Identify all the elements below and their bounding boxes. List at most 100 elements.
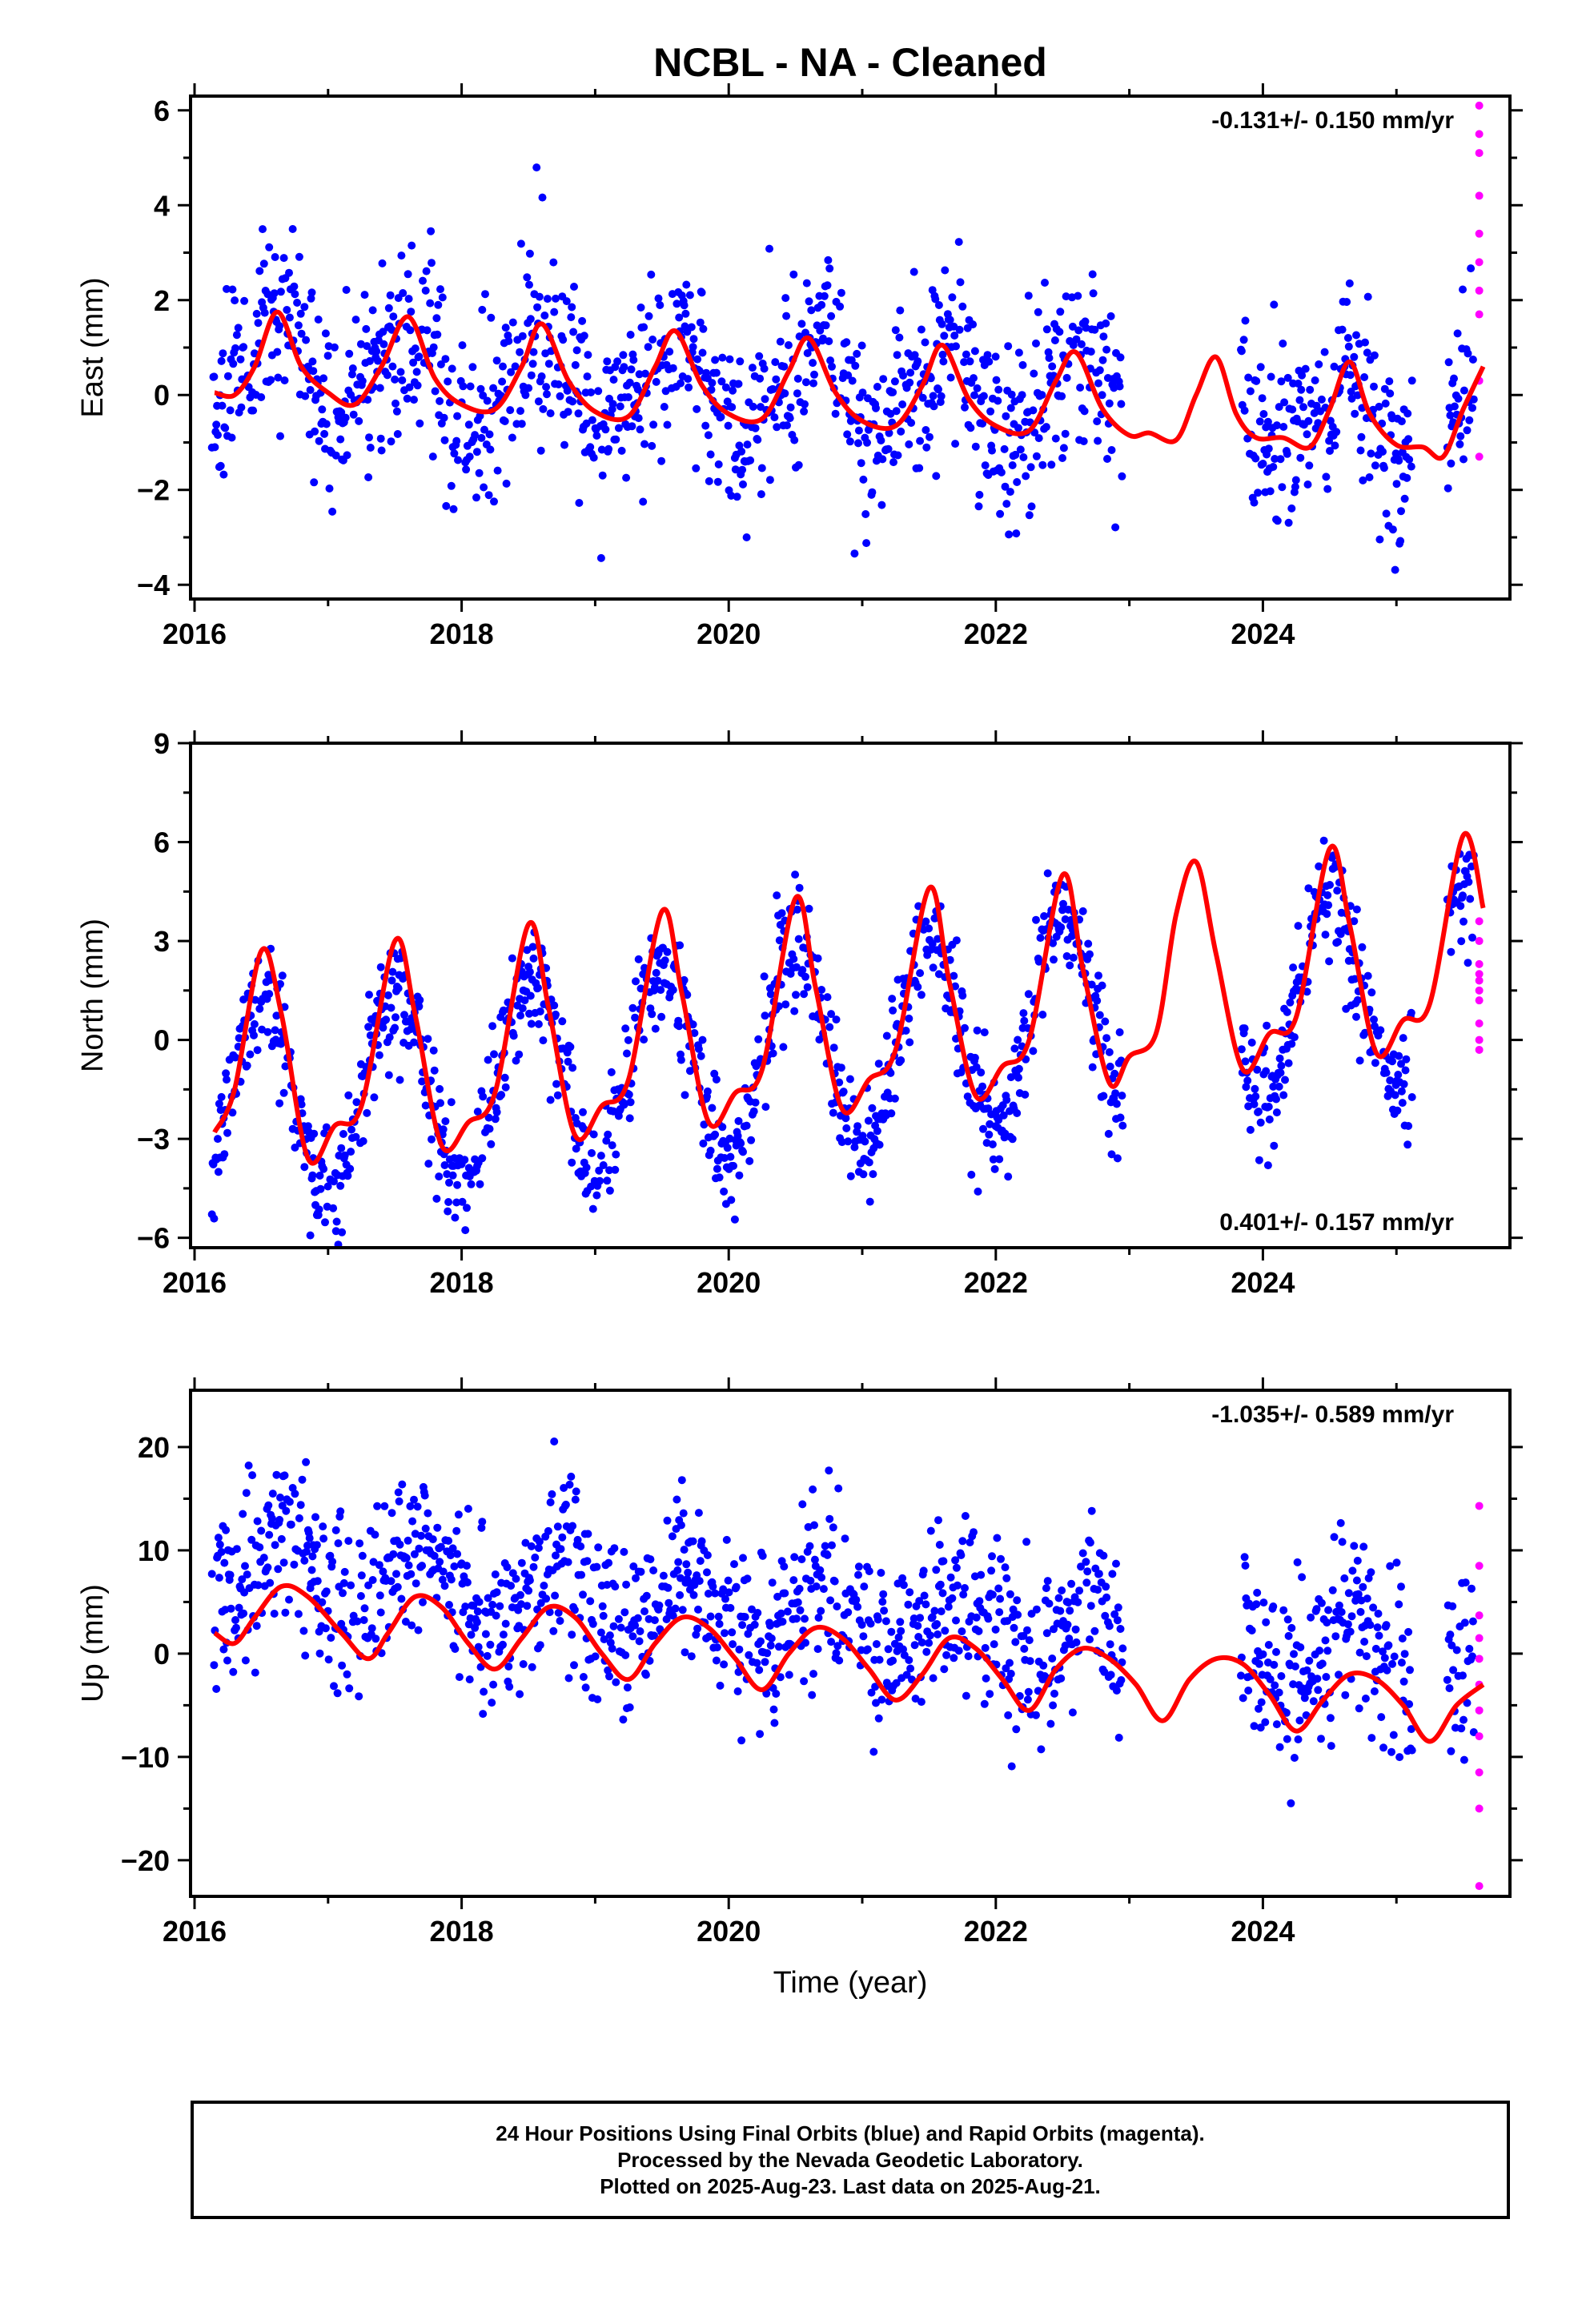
final-orbit-point [410,396,418,404]
final-orbit-point [223,372,232,380]
final-orbit-point [539,404,548,413]
final-orbit-point [689,1537,697,1546]
final-orbit-point [488,1022,497,1031]
final-orbit-point [604,444,613,453]
final-orbit-point [842,338,851,347]
final-orbit-point [1358,943,1367,951]
final-orbit-point [1469,395,1478,404]
final-orbit-point [608,1644,616,1653]
final-orbit-point [959,1590,968,1599]
final-orbit-point [776,1673,785,1682]
final-orbit-point [222,1526,231,1534]
final-orbit-point [891,326,900,335]
final-orbit-point [1116,1625,1125,1633]
final-orbit-point [570,1661,578,1670]
final-orbit-point [978,1082,987,1091]
final-orbit-point [444,1198,453,1206]
final-orbit-point [728,1628,737,1637]
final-orbit-point [674,1558,683,1566]
final-orbit-point [379,1023,387,1032]
final-orbit-point [310,478,319,487]
final-orbit-point [763,1649,772,1658]
final-orbit-point [1038,460,1047,469]
final-orbit-point [542,383,551,392]
final-orbit-point [583,1557,592,1566]
final-orbit-point [227,1604,235,1613]
up-final-orbit-points [207,1437,1478,1807]
final-orbit-point [974,502,983,511]
final-orbit-point [508,433,516,442]
final-orbit-point [586,443,595,452]
final-orbit-point [320,1129,329,1138]
final-orbit-point [753,1609,762,1617]
final-orbit-point [1374,1610,1383,1618]
rapid-orbit-point [1475,1655,1484,1663]
final-orbit-point [556,392,564,400]
final-orbit-point [217,1548,226,1556]
final-orbit-point [612,1678,620,1687]
final-orbit-point [958,1627,966,1636]
final-orbit-point [563,386,572,395]
final-orbit-point [1014,1610,1022,1619]
final-orbit-point [528,943,537,951]
final-orbit-point [477,433,486,442]
final-orbit-point [975,490,984,499]
final-orbit-point [1464,878,1473,887]
final-orbit-point [953,1581,962,1590]
final-orbit-point [218,401,227,410]
x-tick-label: 2022 [964,1915,1028,1948]
x-tick-label: 2016 [163,1266,227,1299]
final-orbit-point [458,1197,467,1206]
final-orbit-point [1005,530,1014,539]
final-orbit-point [808,1691,817,1699]
final-orbit-point [952,1616,960,1625]
final-orbit-point [1281,1076,1289,1084]
final-orbit-point [732,1582,741,1591]
final-orbit-point [1290,1650,1298,1659]
final-orbit-point [934,970,943,979]
final-orbit-point [1118,1644,1127,1653]
final-orbit-point [1088,270,1097,279]
final-orbit-point [687,323,696,332]
final-orbit-point [853,1122,862,1131]
final-orbit-point [492,1588,501,1597]
final-orbit-point [346,1164,355,1173]
final-orbit-point [1276,1068,1285,1077]
final-orbit-point [339,1130,347,1138]
final-orbit-point [406,326,415,335]
final-orbit-point [450,1562,459,1570]
up-rapid-orbit-points [1475,1502,1484,1891]
final-orbit-point [614,1614,623,1623]
final-orbit-point [859,1170,868,1179]
final-orbit-point [307,1566,316,1574]
final-orbit-point [1106,1062,1114,1071]
final-orbit-point [1305,1656,1314,1665]
final-orbit-point [404,295,413,304]
final-orbit-point [387,1003,396,1012]
final-orbit-point [675,313,684,322]
final-orbit-point [356,1592,365,1600]
final-orbit-point [355,1692,363,1701]
final-orbit-point [739,1554,747,1562]
final-orbit-point [669,1611,677,1620]
final-orbit-point [1351,409,1359,418]
final-orbit-point [562,297,571,306]
final-orbit-point [239,343,248,352]
final-orbit-point [729,1161,737,1170]
final-orbit-point [525,1576,534,1585]
final-orbit-point [534,1019,543,1028]
final-orbit-point [797,1555,806,1564]
final-orbit-point [298,1475,307,1484]
final-orbit-point [1321,1636,1330,1645]
final-orbit-point [751,1098,760,1107]
final-orbit-point [1315,360,1323,368]
rapid-orbit-point [1475,452,1484,461]
final-orbit-point [281,1608,290,1617]
final-orbit-point [955,325,964,334]
final-orbit-point [689,343,697,352]
final-orbit-point [477,1523,486,1532]
final-orbit-point [604,1666,612,1675]
final-orbit-point [546,1096,555,1104]
final-orbit-point [475,468,484,477]
final-orbit-point [862,539,871,548]
